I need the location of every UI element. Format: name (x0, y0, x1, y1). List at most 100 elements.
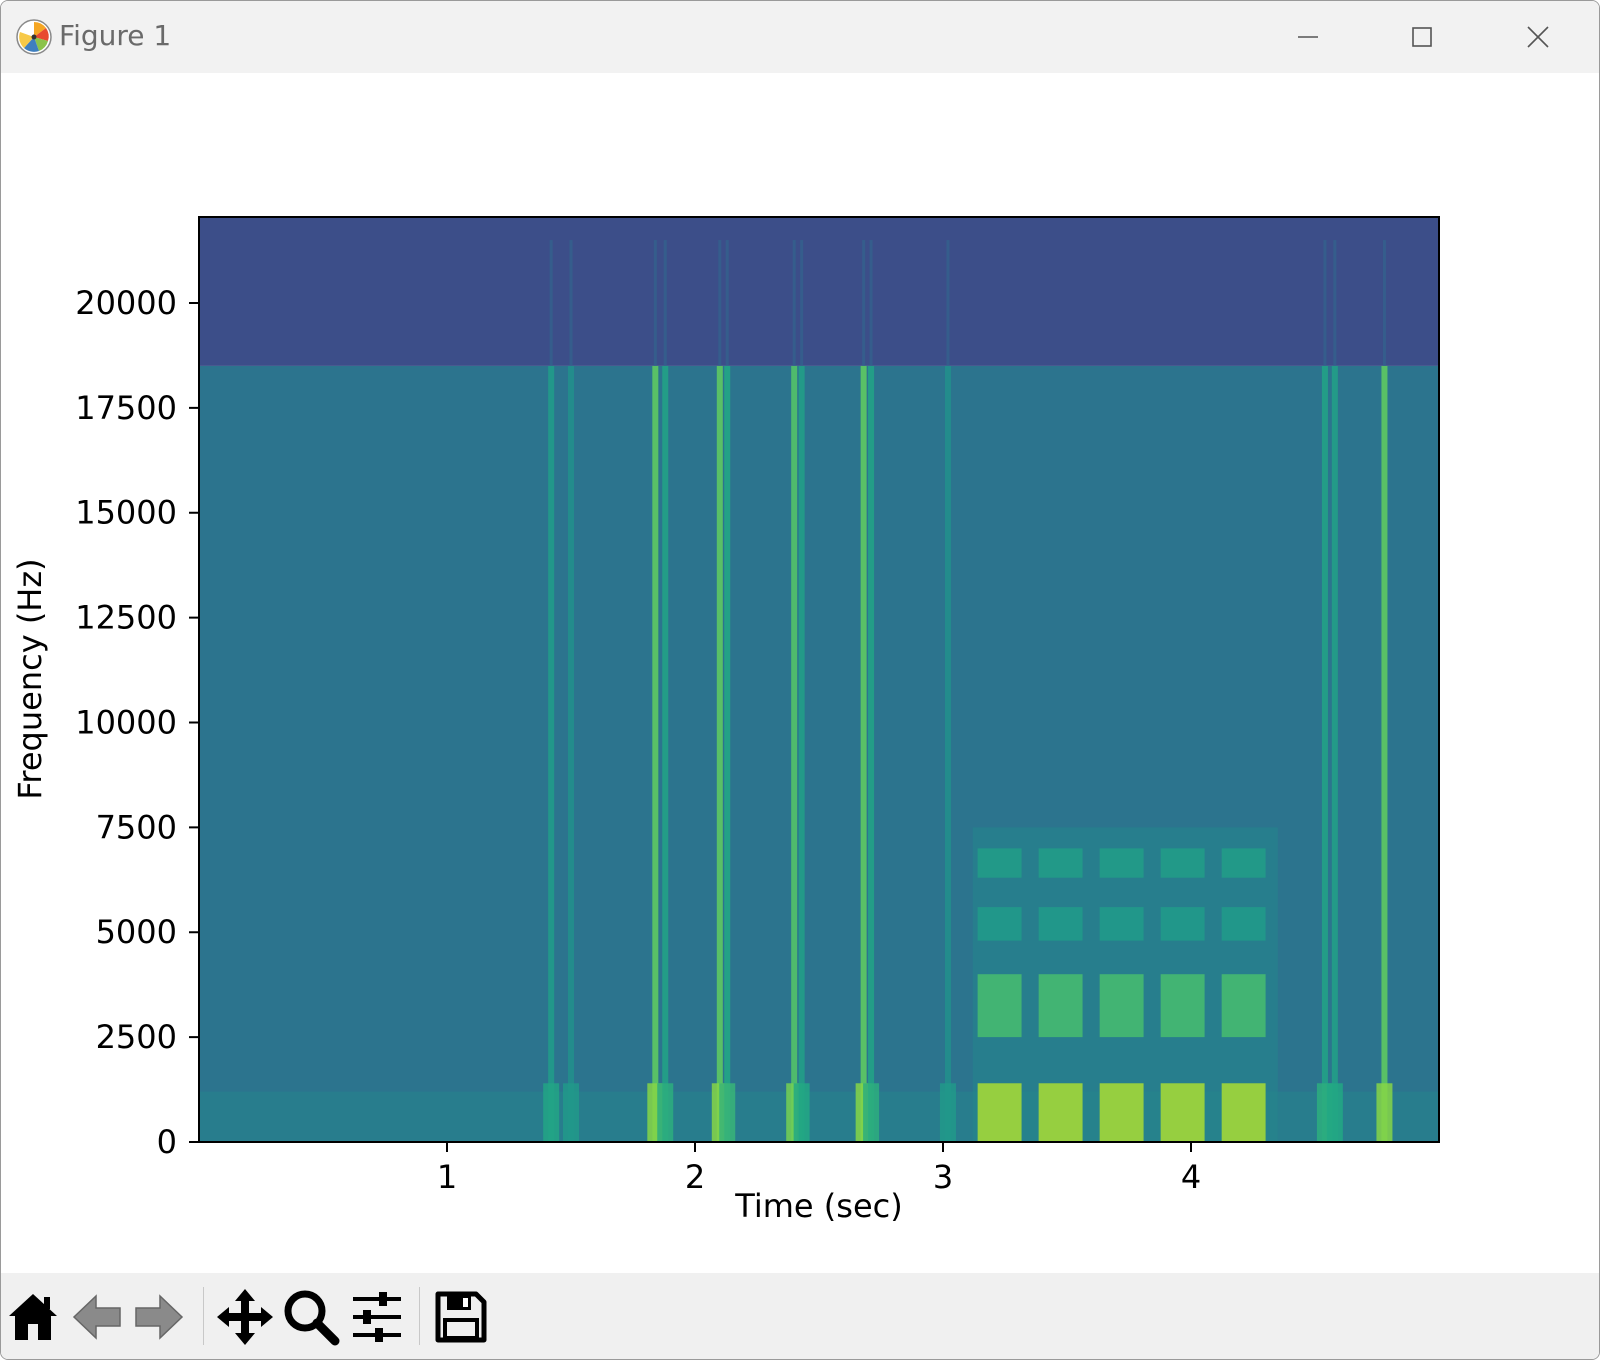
formant-band-segment (1221, 974, 1266, 1038)
toolbar-separator (419, 1287, 420, 1345)
y-tick-label: 7500 (96, 808, 177, 846)
transient-low-frequency-burst (793, 1083, 810, 1142)
formant-band-segment (977, 848, 1022, 878)
formant-band-segment (1038, 974, 1083, 1038)
formant-band-segment (1099, 974, 1144, 1038)
transient-streak (1331, 365, 1338, 1142)
toolbar-separator (203, 1287, 204, 1345)
close-button[interactable] (1481, 1, 1595, 73)
transient-tail (1323, 240, 1327, 366)
transient-streak (868, 365, 875, 1142)
title-bar[interactable]: Figure 1 (1, 1, 1599, 73)
maximize-button[interactable] (1365, 1, 1479, 73)
pan-button[interactable] (215, 1287, 275, 1347)
zoom-button[interactable] (281, 1287, 341, 1347)
save-button[interactable] (431, 1287, 491, 1347)
x-tick-label: 2 (685, 1158, 705, 1196)
spectrogram-image (199, 217, 1439, 1142)
minimize-button[interactable] (1251, 1, 1365, 73)
transient-tail (869, 240, 873, 366)
transient-low-frequency-burst (1376, 1083, 1393, 1142)
formant-band-segment (1038, 1083, 1083, 1142)
transient-low-frequency-burst (863, 1083, 880, 1142)
transient-streak (662, 365, 669, 1142)
transient-tail (569, 240, 573, 366)
transient-low-frequency-burst (543, 1083, 560, 1142)
formant-band-segment (977, 907, 1022, 941)
formant-band-segment (1099, 848, 1144, 878)
formant-band-segment (1160, 1083, 1205, 1142)
home-button[interactable] (3, 1287, 63, 1347)
formant-band-segment (977, 1083, 1022, 1142)
back-arrow-icon (72, 1294, 121, 1340)
transient-low-frequency-burst (657, 1083, 674, 1142)
transient-streak (1321, 365, 1328, 1142)
formant-band-segment (1160, 974, 1205, 1038)
formant-band-segment (1038, 907, 1083, 941)
configure-subplots-button[interactable] (347, 1287, 407, 1347)
figure-canvas[interactable]: 1 2 3 4 0 2500 5000 7500 10000 12500 15000 17500 20… (1, 73, 1599, 1273)
y-tick-label: 15000 (75, 494, 177, 532)
formant-band-segment (1221, 848, 1266, 878)
y-axis: 0 2500 5000 7500 10000 12500 15000 17500 20000 (75, 284, 199, 1161)
back-button[interactable] (67, 1287, 127, 1347)
formant-band-segment (1099, 907, 1144, 941)
close-icon (1527, 26, 1549, 48)
y-tick-label: 0 (157, 1123, 177, 1161)
transient-streak (791, 365, 798, 1142)
maximize-icon (1412, 27, 1432, 47)
zoom-magnifier-icon (284, 1290, 340, 1346)
transient-tail (800, 240, 804, 366)
y-tick-label: 5000 (96, 913, 177, 951)
formant-band-segment (1221, 1083, 1266, 1142)
y-tick-label: 2500 (96, 1018, 177, 1056)
minimize-icon (1298, 36, 1318, 38)
home-icon (9, 1294, 57, 1340)
y-tick-label: 17500 (75, 389, 177, 427)
spectrogram-high-frequency-band (199, 217, 1439, 366)
x-axis: 1 2 3 4 (437, 1142, 1201, 1196)
transient-low-frequency-burst (719, 1083, 736, 1142)
transient-streak (944, 365, 951, 1142)
save-floppy-icon (435, 1291, 487, 1343)
x-tick-label: 4 (1181, 1158, 1201, 1196)
formant-band-segment (977, 974, 1022, 1038)
formant-band-segment (1099, 1083, 1144, 1142)
transient-tail (663, 240, 667, 366)
transient-streak (548, 365, 555, 1142)
transient-tail (862, 240, 866, 366)
spectrogram-chart: 1 2 3 4 0 2500 5000 7500 10000 12500 15000 17500 20… (11, 216, 1440, 1225)
matplotlib-logo-icon (16, 19, 52, 55)
transient-tail (718, 240, 722, 366)
navigation-toolbar (1, 1273, 1599, 1359)
formant-band-segment (1160, 848, 1205, 878)
plot-frame (198, 216, 1440, 1143)
transient-streak (716, 365, 723, 1142)
forward-button[interactable] (129, 1287, 189, 1347)
transient-tail (1382, 240, 1386, 366)
transient-tail (653, 240, 657, 366)
transient-streak (860, 365, 867, 1142)
x-tick-label: 1 (437, 1158, 457, 1196)
window-title: Figure 1 (59, 19, 172, 52)
x-tick-label: 3 (933, 1158, 953, 1196)
transient-tail (549, 240, 553, 366)
transient-tail (792, 240, 796, 366)
formant-band-segment (1221, 907, 1266, 941)
configure-subplots-icon (353, 1292, 401, 1342)
transient-low-frequency-burst (563, 1083, 579, 1142)
transient-tail (725, 240, 729, 366)
transient-low-frequency-burst (939, 1083, 956, 1142)
transient-streak (1381, 365, 1388, 1142)
transient-streak (724, 365, 731, 1142)
formant-band-segment (1038, 848, 1083, 878)
transient-tail (1333, 240, 1337, 366)
forward-arrow-icon (135, 1294, 184, 1340)
transient-tail (946, 240, 950, 366)
formant-band-segment (1160, 907, 1205, 941)
y-tick-label: 20000 (75, 284, 177, 322)
transient-streak (798, 365, 805, 1142)
y-tick-label: 12500 (75, 599, 177, 637)
pan-move-icon (217, 1289, 273, 1345)
transient-low-frequency-burst (1326, 1083, 1343, 1142)
